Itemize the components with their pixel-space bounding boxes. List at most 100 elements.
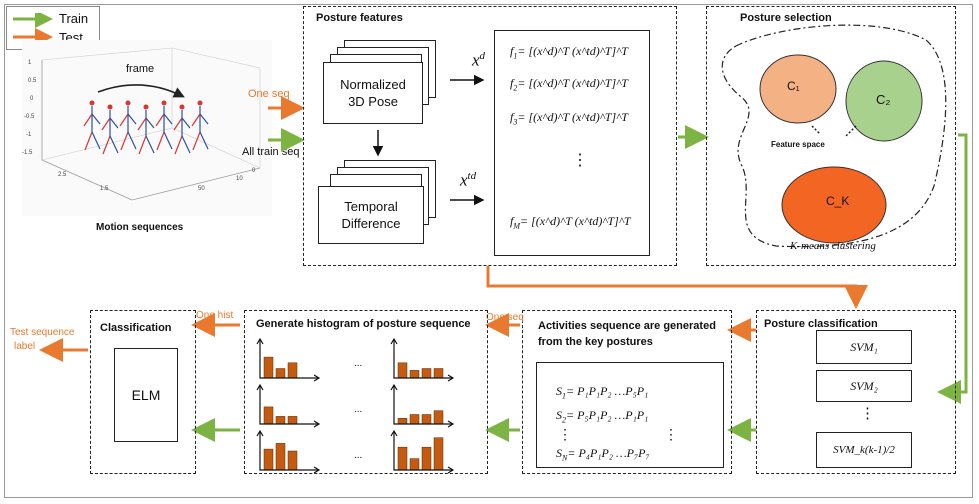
posture-classification-title: Posture classification [764,318,878,330]
normalized-pose-card: Normalized 3D Pose [323,62,423,124]
histogram-bar [287,450,298,471]
cluster-c2-shape [845,60,923,142]
motion-tick: -1 [26,132,32,138]
selection-to-classification-line [958,133,968,394]
posture-features-panel [303,6,677,266]
histogram-bar [275,416,286,425]
histogram-bar [263,406,274,425]
cluster-c1-label: C₁ [787,79,800,93]
histogram-bar [275,443,286,471]
svm-2-box: SVM₂ [816,370,912,402]
skeleton-figures [83,100,209,155]
activities-title-line2: from the key postures [538,336,653,348]
histogram-bar [409,414,420,425]
histogram-bar [421,368,432,379]
cluster-ck-label: C_K [826,194,850,208]
motion-tick: 10 [236,176,243,182]
histogram-bar [433,410,444,425]
formula-vdots: ⋮ [572,152,588,169]
sequence-row: S2= P₅P₁P₂ …P₁P₁ [556,408,649,425]
frame-arrow-icon [97,84,185,98]
motion-tick: -1.5 [22,150,33,156]
cluster-diagram [721,24,947,248]
one-seq-label: One seq [486,312,524,323]
feature-vectors-box [494,30,650,256]
sequence-vdots-left: ⋮ [558,426,572,442]
motion-tick: -0.5 [24,114,35,120]
mini-histogram [390,429,455,474]
xtd-symbol: xtd [460,170,477,190]
histogram-bar [397,362,408,379]
feature-formula: f3= [(x^d)^T (x^td)^T]^T [510,110,628,127]
normalized-pose-line1: Normalized [340,77,406,92]
histogram-ellipsis: ... [354,358,362,369]
histogram-ellipsis: ... [354,404,362,415]
mini-histogram [256,337,321,382]
svm-vdots: ⋮ [860,405,875,422]
kmeans-label: K-means clustering [790,240,876,252]
histogram-title: Generate histogram of posture sequence [256,318,471,330]
feature-formula: f1= [(x^d)^T (x^td)^T]^T [510,44,628,61]
elm-box: ELM [114,348,178,442]
histogram-panel [244,310,488,474]
motion-tick: 50 [198,186,205,192]
feature-formula: fM= [(x^d)^T (x^td)^T]^T [510,214,631,231]
motion-tick: 0 [30,96,34,102]
histogram-bar [287,362,298,379]
histogram-ellipsis: ... [354,450,362,461]
output-label: Test sequence label [10,326,75,354]
one-seq-input-label: One seq [248,88,290,100]
motion-tick: 0 [252,168,256,174]
mini-histogram [390,383,455,428]
motion-tick: 1.5 [100,186,109,192]
posture-features-title: Posture features [316,12,403,24]
histogram-bar [397,418,408,425]
classification-panel [90,310,196,474]
histogram-bar [409,458,420,471]
temporal-difference-line1: Temporal [344,199,398,214]
feature-space-label: Feature space [771,140,825,149]
frame-label: frame [126,63,154,75]
histogram-bar [263,356,274,379]
motion-tick: 2.5 [58,172,67,178]
output-label-line1: Test sequence [10,327,75,338]
posture-classification-panel [756,310,956,474]
legend-arrows [13,13,53,45]
posture-selection-panel [706,6,956,266]
normalized-pose-line2: 3D Pose [348,94,398,109]
svm-1-box: SVM₁ [816,330,912,364]
mini-histogram [390,337,455,382]
one-hist-label: One hist [196,310,234,321]
test-to-classification-arrow-icon [486,266,868,309]
output-label-line2: label [14,341,36,352]
cluster-c1-shape [759,54,837,124]
histogram-bar [421,446,432,471]
cluster-ck-shape [781,166,887,244]
histogram-bar [275,368,286,379]
motion-plot-svg: 1 0.5 0 -0.5 -1 -1.5 2.5 1.5 50 10 0 fra… [22,47,261,201]
temporal-difference-line2: Difference [341,216,401,231]
motion-caption: Motion sequences [96,222,184,233]
sequence-row: SN= P₄P₁P₂ …P₇P₇ [556,446,650,463]
legend-train-label: Train [59,11,89,26]
histogram-bar [263,448,274,471]
cluster-c2-label: C₂ [876,92,891,107]
activities-title-line1: Activities sequence are generated [538,320,716,332]
posture-selection-title: Posture selection [740,12,832,24]
histogram-bar [397,446,408,471]
sequence-row: S1= P₁P₁P₂ …P₅P₁ [556,384,649,401]
motion-ticks-y: 1 0.5 0 -0.5 -1 -1.5 2.5 1.5 50 10 0 [22,60,256,192]
motion-tick: 1 [28,60,32,66]
activities-panel [522,310,732,474]
motion-tick: 0.5 [28,78,37,84]
classification-title: Classification [100,322,172,334]
histogram-bar [287,416,298,425]
feature-formula: f2= [(x^d)^T (x^td)^T]^T [510,76,628,93]
sequences-box [536,362,724,468]
mini-histogram [256,429,321,474]
histogram-bar [433,368,444,379]
xd-symbol: xd [472,50,486,70]
figure-frame [4,4,973,498]
sequence-vdots-right: ⋮ [664,426,678,442]
